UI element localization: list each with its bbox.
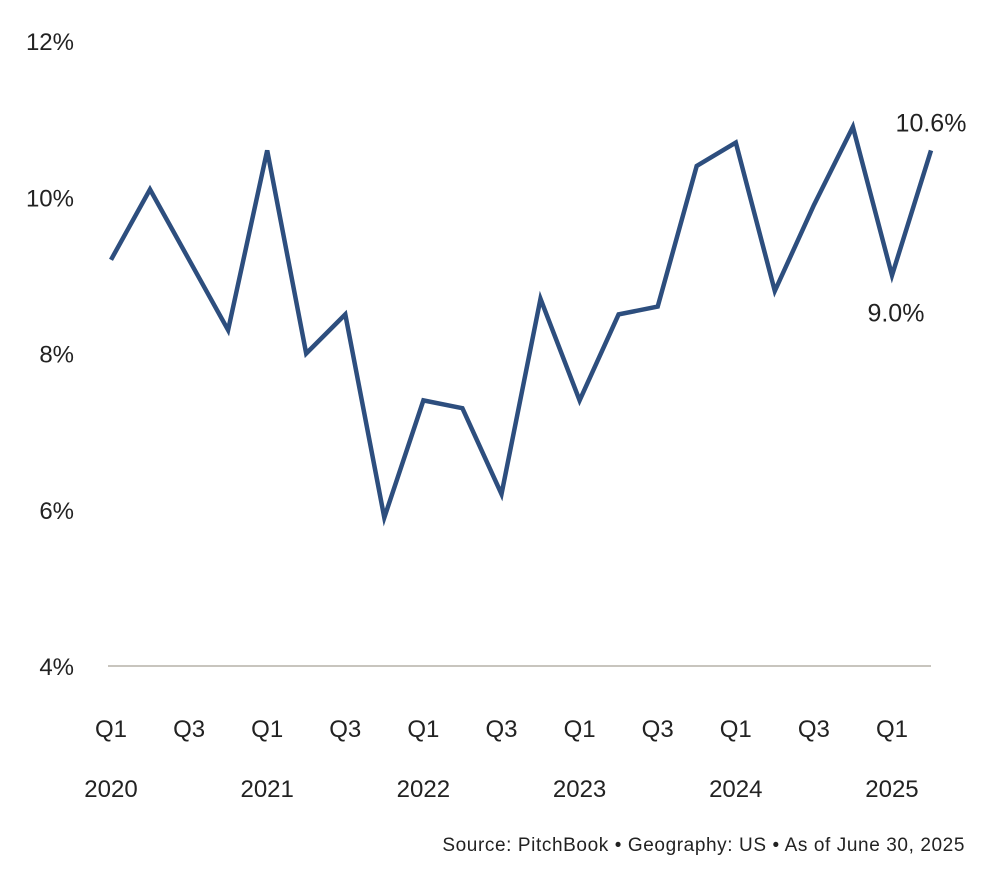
x-axis-ticks: Q1 Q3 Q1 Q3 Q1 Q3 Q1 Q3 Q1 Q3 Q1 2020 2021 2022 2023 20… — [84, 716, 918, 803]
data-label: 9.0% — [867, 299, 924, 327]
x-tick-quarter-label: Q1 — [95, 716, 127, 743]
y-axis-ticks: 4% 6% 8% 10% 12% — [26, 29, 74, 681]
x-tick-year-label: 2025 — [865, 776, 918, 803]
x-tick-quarter-label: Q3 — [173, 716, 205, 743]
y-tick-label: 6% — [39, 498, 74, 525]
x-tick-quarter-label: Q3 — [485, 716, 517, 743]
source-note: Source: PitchBook • Geography: US • As o… — [442, 835, 965, 856]
x-tick-quarter-label: Q1 — [876, 716, 908, 743]
data-points — [111, 127, 931, 518]
x-tick-quarter-label: Q1 — [251, 716, 283, 743]
x-tick-year-label: 2020 — [84, 776, 137, 803]
x-tick-quarter-label: Q1 — [407, 716, 439, 743]
x-tick-quarter-label: Q3 — [798, 716, 830, 743]
y-tick-label: 10% — [26, 185, 74, 212]
x-tick-quarter-label: Q1 — [720, 716, 752, 743]
x-tick-year-label: 2023 — [553, 776, 606, 803]
x-tick-quarter-label: Q3 — [329, 716, 361, 743]
series-line — [111, 127, 931, 518]
x-tick-year-label: 2024 — [709, 776, 762, 803]
x-tick-quarter-label: Q1 — [564, 716, 596, 743]
y-tick-label: 12% — [26, 29, 74, 56]
y-tick-label: 4% — [39, 654, 74, 681]
y-tick-label: 8% — [39, 342, 74, 369]
x-tick-year-label: 2021 — [240, 776, 293, 803]
x-tick-quarter-label: Q3 — [642, 716, 674, 743]
data-label: 10.6% — [896, 109, 967, 137]
x-tick-year-label: 2022 — [397, 776, 450, 803]
annotations: 10.6% 9.0% — [867, 109, 966, 327]
